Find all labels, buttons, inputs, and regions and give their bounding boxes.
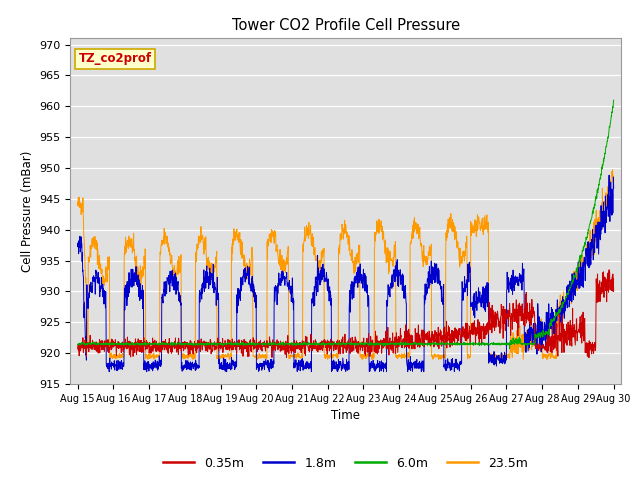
23.5m: [595, 219, 602, 225]
0.35m: [74, 346, 81, 352]
1.8m: [595, 235, 602, 241]
1.8m: [610, 185, 618, 191]
23.5m: [74, 200, 81, 205]
X-axis label: Time: Time: [331, 409, 360, 422]
Line: 6.0m: 6.0m: [77, 100, 614, 349]
Text: TZ_co2prof: TZ_co2prof: [79, 52, 152, 65]
0.35m: [320, 338, 328, 344]
Line: 1.8m: 1.8m: [77, 175, 614, 372]
0.35m: [334, 347, 342, 352]
0.35m: [595, 287, 602, 293]
0.35m: [605, 267, 613, 273]
Line: 23.5m: 23.5m: [77, 170, 614, 360]
0.35m: [101, 338, 109, 344]
6.0m: [74, 342, 81, 348]
23.5m: [595, 225, 602, 230]
0.35m: [595, 282, 602, 288]
23.5m: [101, 277, 109, 283]
6.0m: [320, 341, 328, 347]
1.8m: [321, 279, 328, 285]
1.8m: [106, 369, 113, 374]
23.5m: [610, 177, 618, 182]
23.5m: [335, 248, 342, 253]
6.0m: [334, 340, 342, 346]
6.0m: [595, 187, 602, 192]
6.0m: [496, 341, 504, 347]
23.5m: [144, 357, 152, 362]
6.0m: [506, 346, 513, 352]
Legend: 0.35m, 1.8m, 6.0m, 23.5m: 0.35m, 1.8m, 6.0m, 23.5m: [158, 452, 533, 475]
6.0m: [610, 97, 618, 103]
23.5m: [496, 353, 504, 359]
1.8m: [496, 356, 504, 361]
1.8m: [605, 172, 613, 178]
23.5m: [321, 352, 328, 358]
1.8m: [335, 357, 342, 362]
0.35m: [610, 288, 618, 294]
1.8m: [101, 301, 109, 307]
6.0m: [101, 342, 109, 348]
6.0m: [595, 185, 602, 191]
Y-axis label: Cell Pressure (mBar): Cell Pressure (mBar): [21, 151, 34, 272]
23.5m: [609, 167, 616, 173]
1.8m: [74, 243, 81, 249]
0.35m: [585, 355, 593, 360]
Title: Tower CO2 Profile Cell Pressure: Tower CO2 Profile Cell Pressure: [232, 18, 460, 33]
1.8m: [595, 219, 602, 225]
0.35m: [496, 323, 504, 329]
Line: 0.35m: 0.35m: [77, 270, 614, 358]
